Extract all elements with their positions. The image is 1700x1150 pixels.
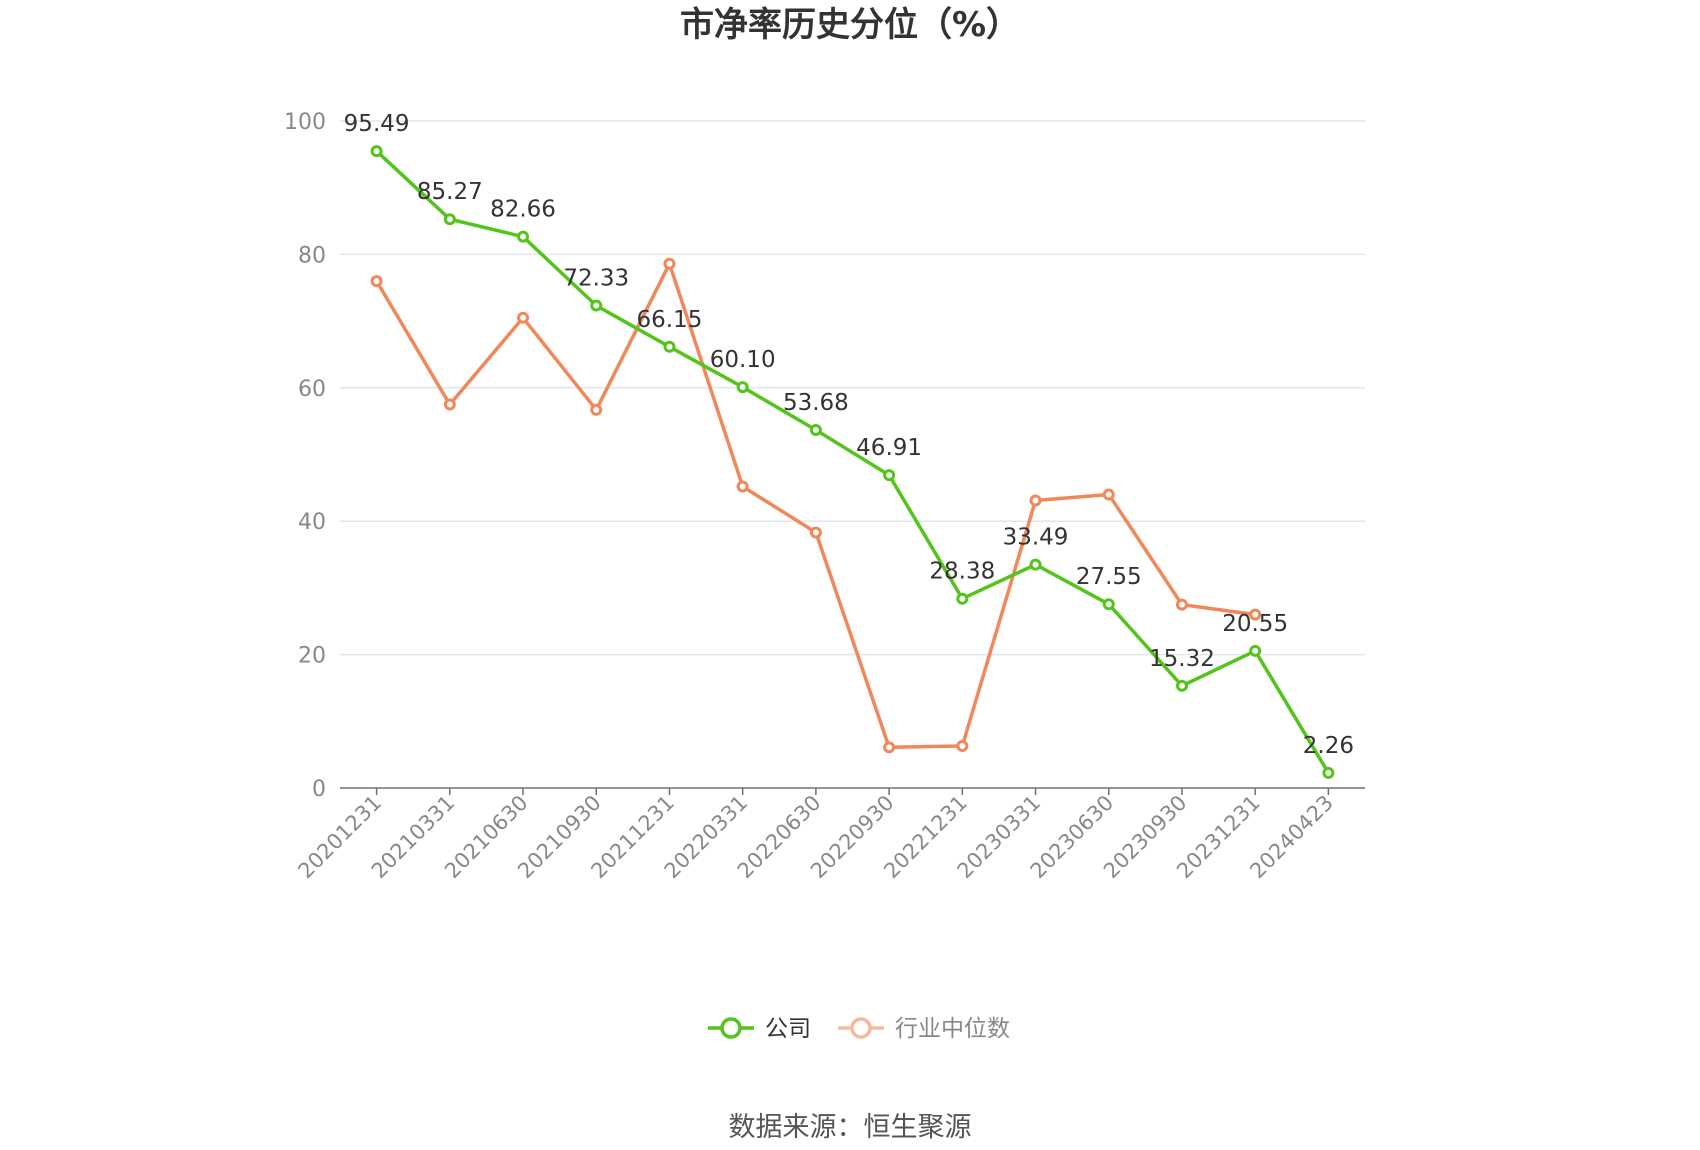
legend-label: 公司 <box>765 1016 811 1042</box>
data-point[interactable] <box>663 340 676 353</box>
series-line-0 <box>375 149 1330 774</box>
legend-item-0[interactable]: 公司 <box>708 1016 811 1042</box>
data-label: 82.66 <box>490 197 556 223</box>
data-point[interactable] <box>370 145 383 158</box>
data-point[interactable] <box>517 311 530 324</box>
grid-lines <box>340 120 1365 656</box>
data-point[interactable] <box>956 739 969 752</box>
data-point[interactable] <box>1102 488 1115 501</box>
data-point[interactable] <box>517 230 530 243</box>
data-point[interactable] <box>1029 494 1042 507</box>
series-line-1 <box>375 261 1256 750</box>
y-tick-label: 40 <box>298 510 326 535</box>
data-label: 2.26 <box>1303 733 1354 759</box>
data-point[interactable] <box>1175 679 1188 692</box>
chart-title: 市净率历史分位（%） <box>680 5 1020 45</box>
data-point[interactable] <box>809 423 822 436</box>
data-point[interactable] <box>1102 598 1115 611</box>
data-source: 数据来源：恒生聚源 <box>729 1112 972 1143</box>
legend-marker <box>850 1017 872 1039</box>
y-tick-label: 80 <box>298 243 326 268</box>
data-label: 27.55 <box>1076 564 1142 590</box>
legend-marker <box>720 1017 742 1039</box>
data-point[interactable] <box>663 257 676 270</box>
data-point[interactable] <box>590 299 603 312</box>
data-labels: 95.49 85.27 82.66 72.33 66.15 60.10 53.68 46.91… <box>344 111 1354 759</box>
data-point[interactable] <box>590 403 603 416</box>
data-label: 53.68 <box>783 390 849 416</box>
data-point[interactable] <box>883 469 896 482</box>
y-tick-label: 20 <box>298 644 326 669</box>
data-point[interactable] <box>736 381 749 394</box>
data-point[interactable] <box>956 592 969 605</box>
data-point[interactable] <box>370 275 383 288</box>
data-label: 66.15 <box>637 307 703 333</box>
data-point[interactable] <box>883 741 896 754</box>
data-label: 20.55 <box>1222 611 1288 637</box>
data-point[interactable] <box>1249 644 1262 657</box>
y-tick-label: 100 <box>284 110 326 135</box>
data-point[interactable] <box>1029 558 1042 571</box>
legend-label: 行业中位数 <box>895 1016 1010 1042</box>
data-label: 46.91 <box>856 435 922 461</box>
legend[interactable]: 公司 行业中位数 <box>708 1016 1010 1042</box>
axes: 0204060801002020123120210331202106302021… <box>284 110 1365 883</box>
data-point[interactable] <box>1175 598 1188 611</box>
data-label: 85.27 <box>417 179 483 205</box>
data-label: 72.33 <box>563 266 629 292</box>
data-point[interactable] <box>443 398 456 411</box>
data-label: 15.32 <box>1149 646 1215 672</box>
data-point[interactable] <box>736 480 749 493</box>
data-point[interactable] <box>809 526 822 539</box>
data-point[interactable] <box>1322 766 1335 779</box>
data-label: 95.49 <box>344 111 410 137</box>
y-tick-label: 0 <box>312 777 326 802</box>
data-label: 60.10 <box>710 347 776 373</box>
series-layer <box>370 145 1335 779</box>
data-point[interactable] <box>443 213 456 226</box>
y-tick-label: 60 <box>298 377 326 402</box>
legend-item-1[interactable]: 行业中位数 <box>838 1016 1010 1042</box>
data-label: 33.49 <box>1003 525 1069 551</box>
data-point[interactable] <box>1249 608 1262 621</box>
data-label: 28.38 <box>929 559 995 585</box>
